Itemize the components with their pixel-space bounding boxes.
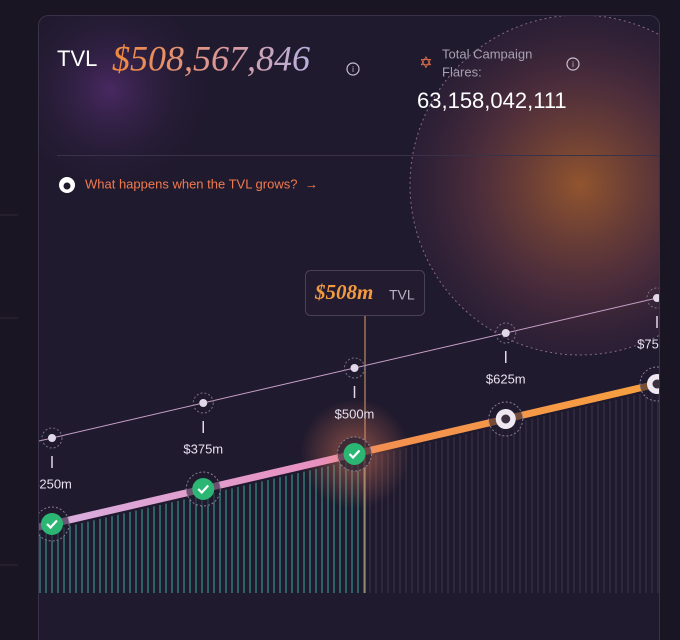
tvl-value: $508,567,846 <box>112 38 310 78</box>
milestone-check <box>343 443 366 465</box>
target-dot <box>501 329 510 337</box>
target-dot <box>350 364 359 372</box>
milestone-check <box>41 513 63 535</box>
check-mark <box>348 449 361 460</box>
milestone-check <box>192 478 215 500</box>
milestone-open-inner <box>652 379 660 389</box>
grow-link[interactable]: What happens when the TVL grows? <box>85 176 297 191</box>
link-icon-inner <box>63 182 71 190</box>
info-i: i <box>572 60 574 69</box>
check-mark <box>46 519 58 530</box>
target-ring <box>344 357 365 379</box>
progress-chart: $250m $375m $500m $625m $750m <box>32 287 677 593</box>
info-i: i <box>352 65 354 74</box>
sphere-ring <box>409 15 660 356</box>
link-arrow: → <box>305 176 318 191</box>
milestone-label: $625m <box>486 371 526 386</box>
target-ring <box>41 427 63 449</box>
target-line <box>38 296 660 442</box>
target-ring <box>495 322 517 344</box>
tvl-label: TVL <box>57 46 97 71</box>
tooltip <box>305 270 425 316</box>
info-icon[interactable] <box>346 62 360 76</box>
milestone-label: $250m <box>32 476 72 491</box>
flares-label: Total Campaign <box>442 46 532 61</box>
milestone-open-inner <box>501 414 511 424</box>
check-mark <box>197 484 210 495</box>
target-dot <box>48 434 56 442</box>
target-ring <box>192 392 214 414</box>
milestone-label: $750m <box>637 336 677 351</box>
milestone-label: $375m <box>183 441 223 456</box>
target-dot <box>199 399 208 407</box>
marker-unit: TVL <box>389 287 415 303</box>
flares-label: Flares: <box>442 64 482 79</box>
glow <box>38 15 220 200</box>
card-border <box>38 15 660 640</box>
marker-value: $508m <box>314 280 373 304</box>
sphere <box>410 15 660 355</box>
info-icon[interactable] <box>566 57 580 71</box>
milestone-label: $500m <box>335 406 375 421</box>
flare-icon: ✡ <box>419 55 432 72</box>
flares-value: 63,158,042,111 <box>417 88 567 113</box>
